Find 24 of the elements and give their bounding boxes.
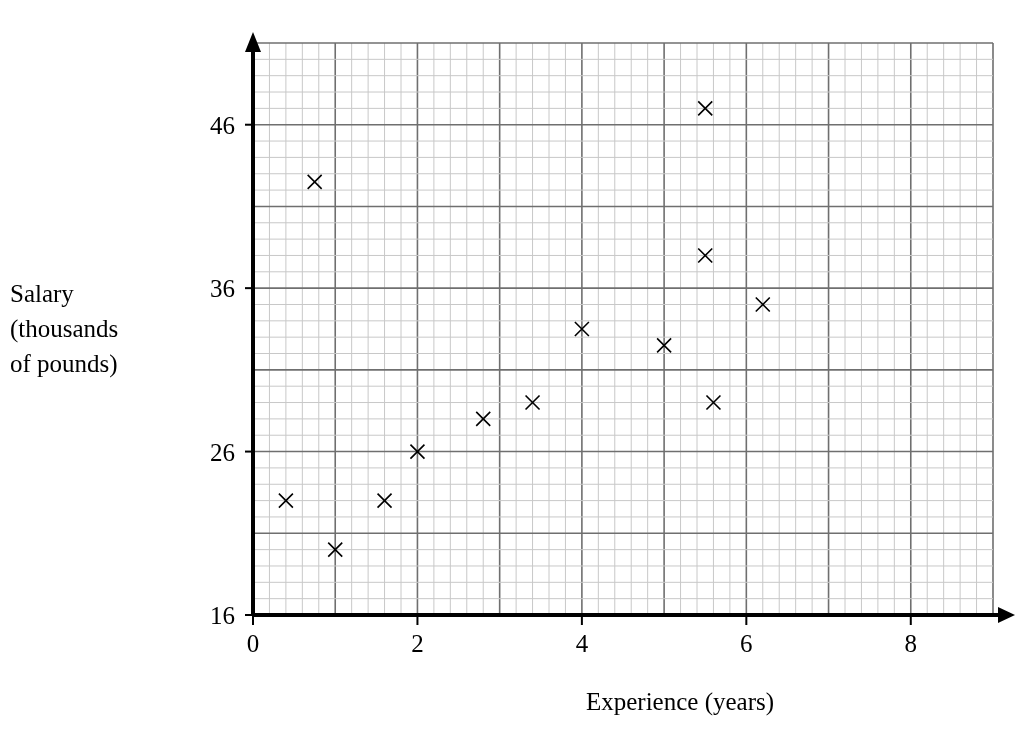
y-tick-label: 26 bbox=[210, 438, 235, 466]
point bbox=[278, 492, 294, 509]
y-tick-label: 36 bbox=[210, 275, 235, 303]
point bbox=[409, 443, 426, 460]
y-tick-label: 46 bbox=[210, 111, 235, 139]
x-axis-title: Experience (years) bbox=[585, 688, 775, 716]
y-axis-title: Salary (thousands of pounds) bbox=[10, 280, 119, 378]
point bbox=[376, 492, 393, 509]
x-tick-label: 2 bbox=[411, 630, 424, 657]
y-tick-label: 16 bbox=[210, 602, 235, 629]
point bbox=[475, 411, 492, 427]
point bbox=[574, 321, 590, 337]
point bbox=[327, 541, 344, 558]
point bbox=[754, 296, 771, 313]
point bbox=[705, 394, 722, 411]
x-tick-label: 8 bbox=[904, 630, 918, 657]
point bbox=[306, 174, 323, 190]
point bbox=[697, 247, 714, 264]
point bbox=[524, 394, 541, 411]
point bbox=[697, 100, 714, 117]
x-tick-label: 0 bbox=[246, 630, 260, 657]
x-tick-label: 6 bbox=[740, 630, 753, 657]
point bbox=[656, 337, 672, 354]
x-tick-label: 4 bbox=[575, 630, 589, 657]
